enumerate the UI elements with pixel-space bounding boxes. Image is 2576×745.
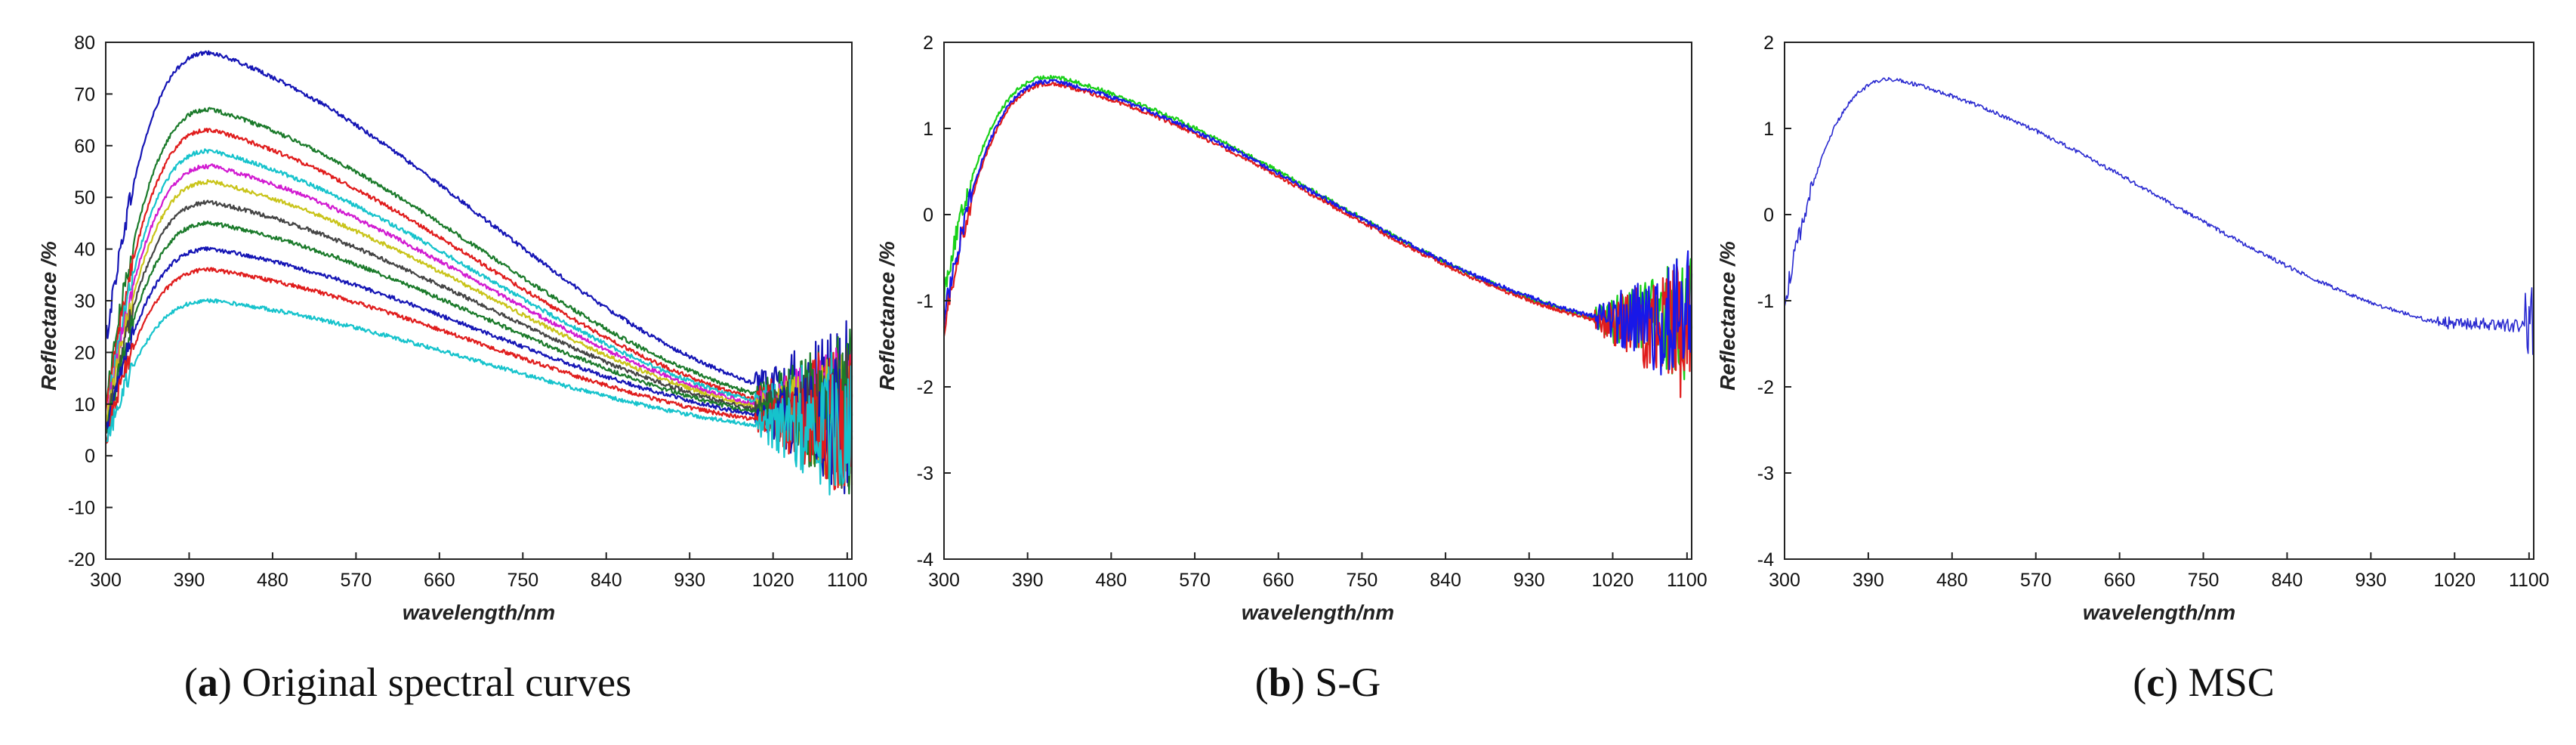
x-tick-label: 570 — [341, 570, 372, 591]
series-line-s2 — [105, 107, 853, 475]
y-tick-label: 0 — [85, 446, 95, 467]
y-tick-label: -20 — [68, 549, 95, 570]
x-axis-title: wavelength/nm — [403, 601, 555, 624]
series-line-s6 — [104, 179, 853, 487]
x-tick-label: 390 — [1012, 570, 1044, 591]
series-line-blue — [942, 79, 1693, 376]
y-tick-label: -3 — [1757, 463, 1774, 484]
y-tick-label: 60 — [74, 136, 95, 157]
series-line-s5 — [106, 163, 853, 475]
x-tick-label: 480 — [257, 570, 288, 591]
x-tick-label: 1020 — [1592, 570, 1634, 591]
y-tick-label: 50 — [74, 187, 95, 209]
x-tick-label: 1100 — [2509, 570, 2550, 591]
y-tick-label: 70 — [74, 84, 95, 105]
y-tick-label: -10 — [68, 498, 95, 519]
x-tick-label: 930 — [674, 570, 705, 591]
x-tick-label: 390 — [1853, 570, 1884, 591]
panel-a-chart: 300 390 480 570 660 750 840 930 1020 1100-20-1001… — [37, 32, 868, 624]
series-line-mean — [1784, 76, 2534, 355]
x-axis-title: wavelength/nm — [2083, 601, 2235, 624]
y-axis-title: Reflectance /% — [1716, 241, 1739, 391]
x-tick-label: 930 — [1513, 570, 1545, 591]
x-tick-label: 840 — [591, 570, 622, 591]
x-tick-label: 660 — [1263, 570, 1294, 591]
x-tick-label: 1020 — [752, 570, 794, 591]
y-tick-label: -4 — [917, 549, 933, 570]
series-line-s7 — [104, 199, 853, 490]
y-tick-label: 2 — [923, 32, 933, 54]
series-line-s1 — [104, 50, 853, 457]
caption-a: (a) Original spectral curves — [184, 660, 632, 705]
y-tick-label: 10 — [74, 394, 95, 416]
x-tick-label: 750 — [507, 570, 538, 591]
series-line-green — [942, 74, 1693, 381]
x-tick-label: 660 — [2104, 570, 2136, 591]
series-line-s11 — [105, 298, 853, 496]
y-tick-label: 1 — [923, 119, 933, 140]
y-tick-label: 30 — [74, 291, 95, 312]
y-tick-label: 40 — [74, 240, 95, 261]
series-line-s9 — [104, 246, 853, 495]
y-tick-label: -2 — [1757, 377, 1774, 398]
caption-b: (b) S-G — [1254, 660, 1381, 705]
x-tick-label: 570 — [2020, 570, 2052, 591]
x-tick-label: 300 — [90, 570, 122, 591]
y-tick-label: 0 — [1763, 205, 1774, 226]
plot-frame — [943, 42, 1692, 560]
x-tick-label: 480 — [1096, 570, 1128, 591]
y-axis-title: Reflectance /% — [875, 241, 899, 391]
x-tick-label: 840 — [2272, 570, 2303, 591]
y-tick-label: 1 — [1763, 119, 1774, 140]
panel-b-chart: 300 390 480 570 660 750 840 930 1020 1100 -4 -3 -2 -1… — [875, 32, 1708, 624]
y-tick-label: -3 — [917, 463, 933, 484]
plot-frame — [1784, 42, 2534, 560]
x-axis-title: wavelength/nm — [1242, 601, 1394, 624]
x-tick-label: 930 — [2355, 570, 2386, 591]
x-tick-label: 390 — [174, 570, 205, 591]
x-tick-label: 570 — [1179, 570, 1211, 591]
x-tick-label: 480 — [1936, 570, 1968, 591]
y-tick-label: 2 — [1763, 32, 1774, 54]
y-tick-label: -2 — [917, 377, 933, 398]
y-tick-label: -4 — [1757, 549, 1774, 570]
x-tick-label: 660 — [424, 570, 455, 591]
y-tick-label: 0 — [923, 205, 933, 226]
x-tick-label: 300 — [928, 570, 960, 591]
y-tick-label: -1 — [917, 291, 933, 312]
x-tick-label: 750 — [2188, 570, 2220, 591]
y-tick-label: 20 — [74, 342, 95, 363]
x-tick-label: 1100 — [1667, 570, 1708, 591]
x-tick-label: 1100 — [827, 570, 868, 591]
y-tick-label: 80 — [74, 32, 95, 54]
series-line-s4 — [104, 148, 853, 481]
series-line-red — [942, 81, 1693, 398]
x-tick-label: 300 — [1769, 570, 1800, 591]
x-tick-label: 750 — [1347, 570, 1378, 591]
y-axis-title: Reflectance /% — [37, 241, 60, 391]
x-tick-label: 1020 — [2433, 570, 2476, 591]
y-tick-label: -1 — [1757, 291, 1774, 312]
series-line-s10 — [104, 267, 853, 491]
x-tick-label: 840 — [1430, 570, 1461, 591]
series-line-s8 — [105, 220, 853, 495]
caption-c: (c) MSC — [2133, 660, 2275, 705]
panel-c-chart: 300 390 480 570 660 750 840 930 1020 1100 -4 -3 -2 -1… — [1716, 32, 2550, 624]
